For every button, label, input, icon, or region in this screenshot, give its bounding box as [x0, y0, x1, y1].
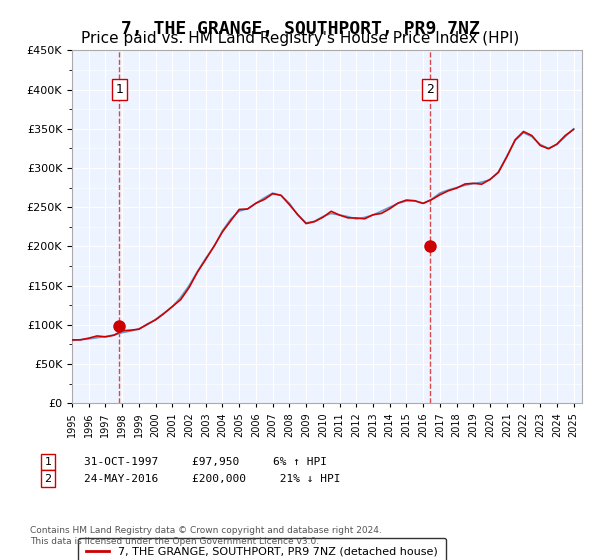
Legend: 7, THE GRANGE, SOUTHPORT, PR9 7NZ (detached house), HPI: Average price, detached: 7, THE GRANGE, SOUTHPORT, PR9 7NZ (detac… — [77, 538, 446, 560]
Text: 2: 2 — [426, 83, 434, 96]
Text: 2: 2 — [44, 474, 52, 484]
Text: 1: 1 — [44, 457, 52, 467]
Text: 1: 1 — [115, 83, 123, 96]
Text: 7, THE GRANGE, SOUTHPORT, PR9 7NZ: 7, THE GRANGE, SOUTHPORT, PR9 7NZ — [121, 20, 479, 38]
Text: Price paid vs. HM Land Registry's House Price Index (HPI): Price paid vs. HM Land Registry's House … — [81, 31, 519, 46]
Text: 31-OCT-1997     £97,950     6% ↑ HPI: 31-OCT-1997 £97,950 6% ↑ HPI — [84, 457, 327, 467]
Text: 24-MAY-2016     £200,000     21% ↓ HPI: 24-MAY-2016 £200,000 21% ↓ HPI — [84, 474, 341, 484]
Text: Contains HM Land Registry data © Crown copyright and database right 2024.
This d: Contains HM Land Registry data © Crown c… — [30, 526, 382, 546]
